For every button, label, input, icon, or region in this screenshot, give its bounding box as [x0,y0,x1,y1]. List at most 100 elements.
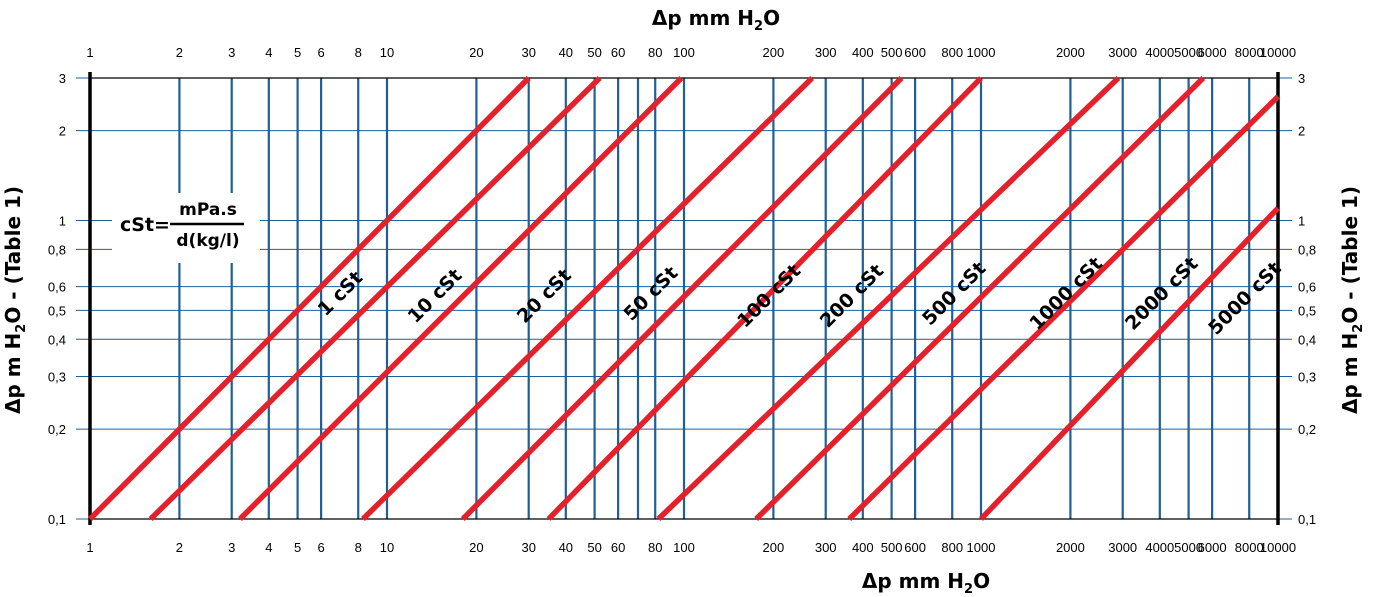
formula-background [112,193,260,263]
y-tick-right-1: 0,2 [1298,422,1316,437]
x-tick-bottom-8: 20 [469,540,483,555]
x-tick-bottom-4: 5 [294,540,301,555]
x-tick-top-23: 3000 [1108,45,1137,60]
x-tick-bottom-12: 60 [611,540,625,555]
y-tick-right-2: 0,3 [1298,370,1316,385]
series-line-6 [656,76,1121,521]
x-tick-bottom-19: 600 [904,540,926,555]
series-line-8 [847,94,1280,521]
y-tick-left-6: 0,8 [48,242,66,257]
x-tick-bottom-7: 10 [380,540,394,555]
x-tick-bottom-13: 80 [648,540,662,555]
x-tick-bottom-5: 6 [317,540,324,555]
x-tick-top-17: 400 [852,45,874,60]
x-tick-bottom-27: 8000 [1235,540,1264,555]
x-tick-bottom-24: 4000 [1145,540,1174,555]
series-label-3: 50 cSt [620,262,683,325]
x-tick-bottom-6: 8 [355,540,362,555]
x-tick-top-13: 80 [648,45,662,60]
x-tick-top-25: 5000 [1174,45,1203,60]
y-tick-left-4: 0,5 [48,303,66,318]
x-tick-top-15: 200 [763,45,785,60]
y-tick-right-8: 2 [1298,124,1305,139]
series-label-7: 1000 cSt [1025,253,1107,335]
x-tick-top-9: 30 [521,45,535,60]
series-label-6: 500 cSt [918,258,990,330]
x-tick-bottom-2: 3 [228,540,235,555]
top-axis-title-end: O [763,6,780,30]
x-tick-bottom-3: 4 [265,540,272,555]
x-tick-top-12: 60 [611,45,625,60]
y-tick-right-4: 0,5 [1298,303,1316,318]
y-tick-left-8: 2 [59,124,66,139]
y-tick-right-0: 0,1 [1298,512,1316,527]
y-tick-left-7: 1 [59,213,66,228]
tick-labels: 1 1 2 2 3 3 4 4 5 5 6 6 8 8 10 10 20 20 30 30 40 40 50 50 60 60 80… [48,45,1316,555]
y-tick-right-3: 0,4 [1298,332,1316,347]
right-axis-title-main: Δp m H [1338,333,1362,414]
top-axis-title-main: Δp mm H [652,6,754,30]
x-tick-bottom-0: 1 [86,540,93,555]
x-tick-top-6: 8 [355,45,362,60]
series-line-7 [754,76,1206,521]
x-tick-top-4: 5 [294,45,301,60]
series-line-2 [238,76,684,521]
series-lines [88,76,1280,521]
x-tick-top-10: 40 [559,45,573,60]
x-tick-top-5: 6 [317,45,324,60]
series-label-4: 100 cSt [733,260,805,332]
x-tick-bottom-21: 1000 [967,540,996,555]
y-tick-right-7: 1 [1298,213,1305,228]
x-tick-top-24: 4000 [1145,45,1174,60]
x-tick-bottom-28: 10000 [1260,540,1296,555]
x-tick-bottom-14: 100 [673,540,695,555]
formula-lhs: cSt= [120,214,170,236]
top-axis-title: Δp mm H2O [652,6,780,34]
x-tick-top-7: 10 [380,45,394,60]
series-line-4 [460,76,904,521]
bottom-axis-title: Δp mm H2O [862,569,990,597]
x-tick-bottom-11: 50 [587,540,601,555]
y-tick-left-0: 0,1 [48,512,66,527]
bottom-axis-title-end: O [973,569,990,593]
x-tick-top-8: 20 [469,45,483,60]
series-line-5 [546,76,983,521]
x-tick-top-22: 2000 [1056,45,1085,60]
bottom-axis-title-sub: 2 [964,582,973,597]
right-axis-title: Δp m H2O - (Table 1) [1338,186,1366,414]
series-line-3 [361,76,815,521]
x-tick-top-27: 8000 [1235,45,1264,60]
x-tick-bottom-1: 2 [176,540,183,555]
formula-denominator: d(kg/l) [176,231,239,251]
series-line-9 [979,206,1280,521]
x-tick-bottom-9: 30 [521,540,535,555]
x-tick-bottom-26: 6000 [1198,540,1227,555]
y-tick-left-9: 3 [59,71,66,86]
x-tick-bottom-10: 40 [559,540,573,555]
y-tick-left-1: 0,2 [48,422,66,437]
left-axis-title-end: O - (Table 1) [1,186,25,324]
series-label-8: 2000 cSt [1121,253,1203,335]
x-tick-top-3: 4 [265,45,272,60]
x-tick-top-21: 1000 [967,45,996,60]
series-label-1: 10 cSt [404,265,467,328]
left-axis-title-sub: 2 [14,324,29,333]
x-tick-top-0: 1 [86,45,93,60]
series-line-0 [88,76,531,521]
x-tick-top-16: 300 [815,45,837,60]
y-tick-left-5: 0,6 [48,280,66,295]
y-tick-right-9: 3 [1298,71,1305,86]
right-axis-title-end: O - (Table 1) [1338,186,1362,324]
x-tick-bottom-15: 200 [763,540,785,555]
x-tick-top-19: 600 [904,45,926,60]
y-tick-left-2: 0,3 [48,370,66,385]
x-tick-bottom-17: 400 [852,540,874,555]
y-tick-left-3: 0,4 [48,332,66,347]
formula-box: cSt= mPa.s d(kg/l) [112,193,260,263]
x-tick-top-14: 100 [673,45,695,60]
right-axis-title-sub: 2 [1351,324,1366,333]
x-tick-top-28: 10000 [1260,45,1296,60]
bottom-axis-title-main: Δp mm H [862,569,964,593]
top-axis-title-sub: 2 [754,19,763,34]
x-tick-top-26: 6000 [1198,45,1227,60]
